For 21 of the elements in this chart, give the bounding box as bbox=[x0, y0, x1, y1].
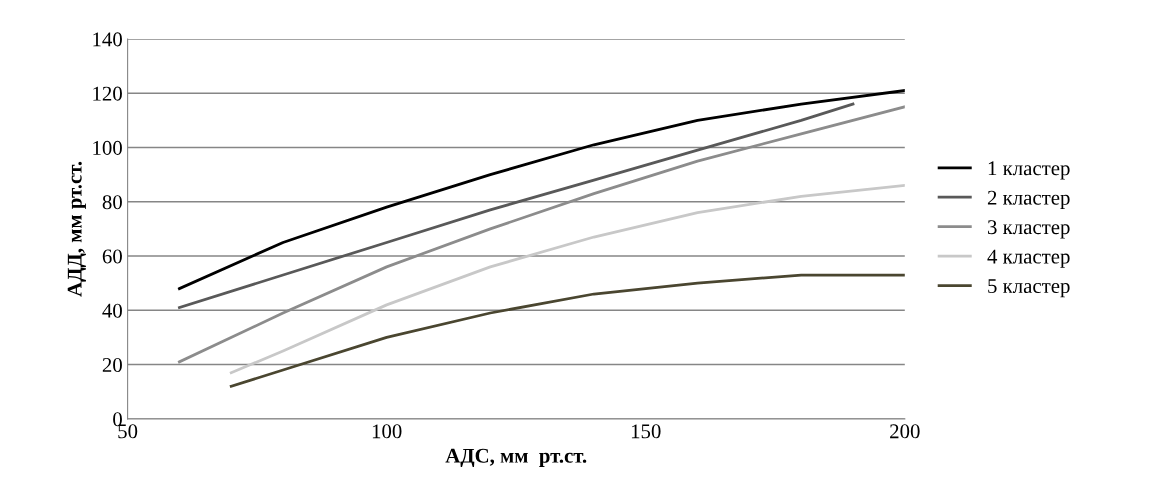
x-tick-label: 100 bbox=[372, 424, 402, 439]
line-series bbox=[229, 273, 905, 388]
y-tick-label: 100 bbox=[93, 140, 122, 155]
y-tick-label: 20 bbox=[102, 357, 122, 372]
legend-label: 5 кластер bbox=[988, 279, 1070, 298]
y-tick-label: 40 bbox=[102, 303, 122, 318]
line-series bbox=[229, 184, 905, 375]
legend-label: 4 кластер bbox=[987, 249, 1070, 268]
x-axis-title: АДС, мм рт.ст. bbox=[445, 448, 587, 468]
line-series bbox=[178, 89, 905, 290]
y-tick-label: 140 bbox=[93, 32, 122, 47]
line-series bbox=[178, 102, 855, 309]
legend-label: 3 кластер bbox=[988, 220, 1070, 239]
y-tick-label: 80 bbox=[102, 195, 122, 210]
x-tick-label: 150 bbox=[631, 424, 661, 439]
y-axis-title: АДД, мм рт.ст. bbox=[67, 161, 86, 297]
y-tick-label: 120 bbox=[93, 86, 122, 101]
x-tick-label: 200 bbox=[890, 424, 920, 439]
legend-label: 1 кластер bbox=[988, 161, 1070, 180]
y-tick-label: 60 bbox=[102, 249, 122, 264]
legend-label: 2 кластер bbox=[987, 190, 1070, 209]
